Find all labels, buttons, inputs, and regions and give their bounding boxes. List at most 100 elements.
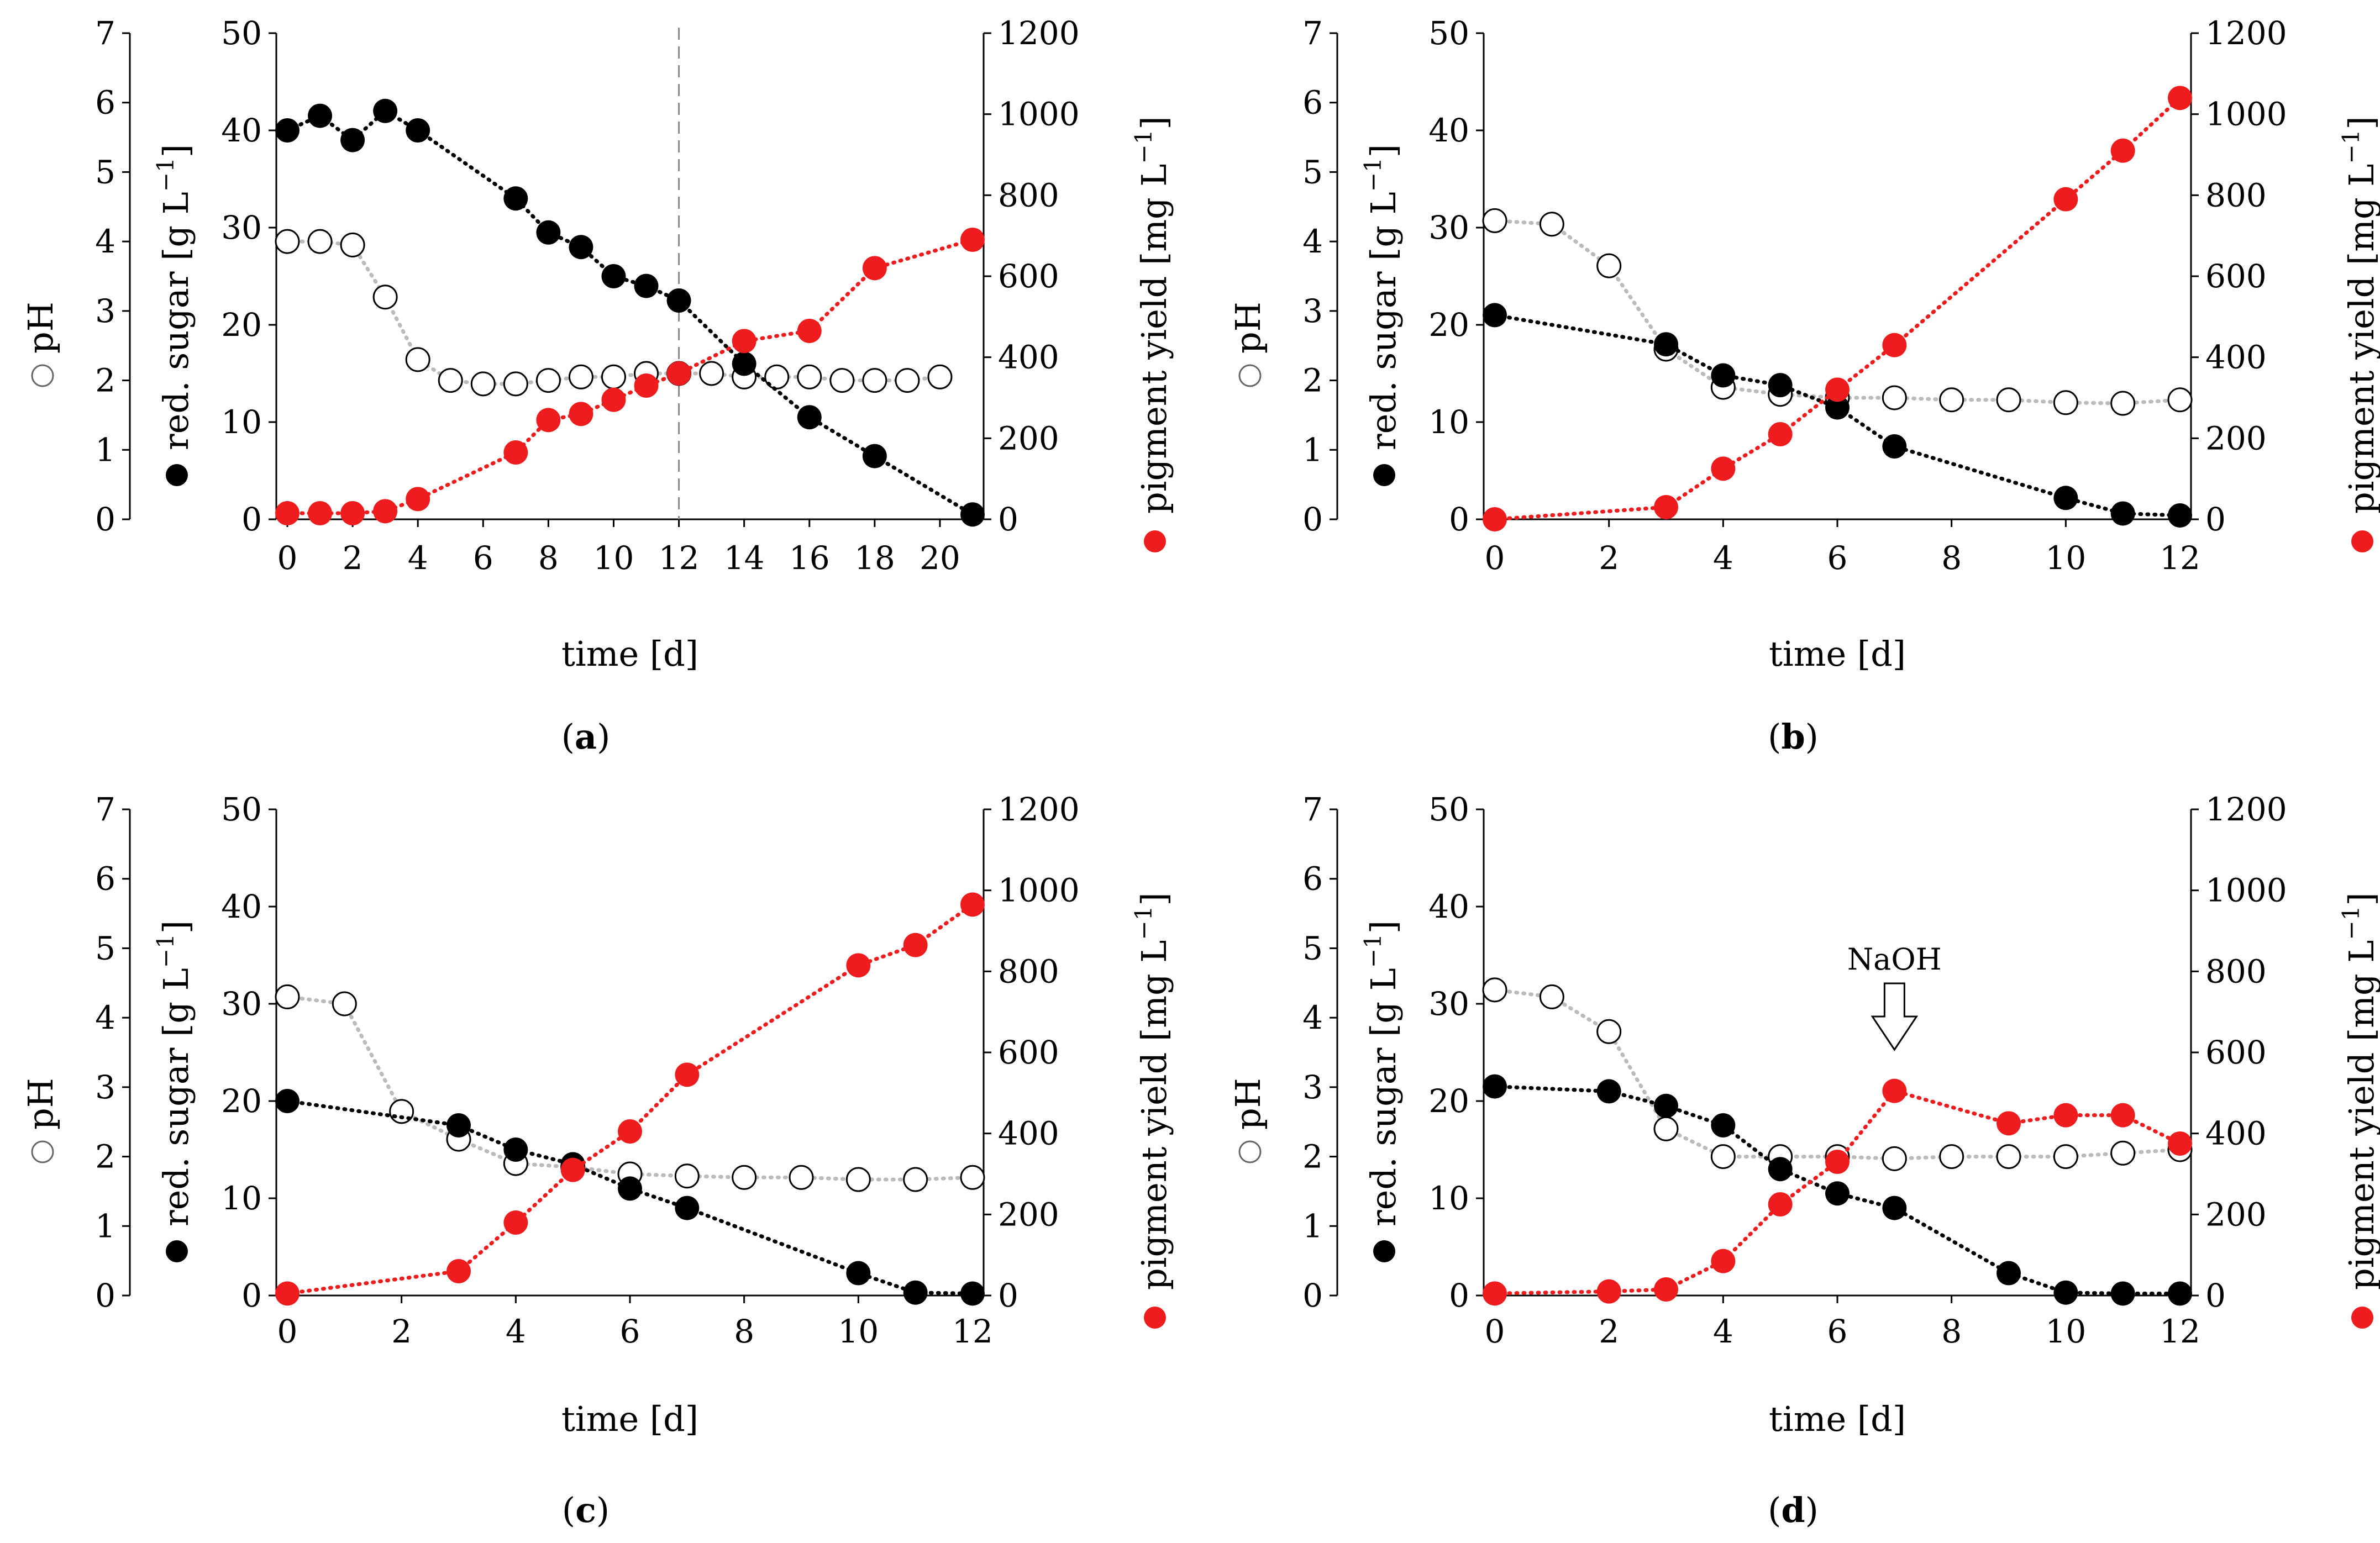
panel-caption-d: (d) bbox=[1768, 1490, 1819, 1530]
pigment-axis-label: pigment yield [mg L−1] bbox=[1130, 892, 1174, 1290]
x-tick-label: 10 bbox=[593, 539, 634, 577]
sugar-tick-label: 50 bbox=[1428, 791, 1469, 828]
ph-point bbox=[1482, 977, 1507, 1003]
x-tick-label: 2 bbox=[391, 1313, 412, 1350]
x-tick-label: 8 bbox=[1941, 1313, 1962, 1350]
sugar-point bbox=[732, 351, 756, 376]
naoh-annotation: NaOH bbox=[1847, 942, 1942, 977]
sugar-point bbox=[1711, 1113, 1736, 1137]
pigment-axis-title-c: pigment yield [mg L−1] bbox=[1130, 892, 1174, 1329]
naoh-arrow-icon bbox=[1871, 982, 1919, 1051]
sugar-point bbox=[1654, 332, 1678, 357]
sugar-tick-label: 40 bbox=[1428, 112, 1469, 149]
panel-b: 0 2 4 6 8 10 120123456701020304050020040060080… bbox=[1228, 14, 2380, 757]
sugar-point bbox=[634, 273, 659, 298]
ph-point bbox=[2053, 390, 2078, 415]
pigment-tick-label: 1200 bbox=[2205, 791, 2287, 828]
sugar-point bbox=[1768, 373, 1793, 398]
ph-tick-label: 7 bbox=[1302, 14, 1323, 52]
sugar-point bbox=[1596, 1079, 1621, 1104]
pigment-tick-label: 0 bbox=[998, 501, 1018, 538]
x-tick-label: 10 bbox=[2045, 1313, 2086, 1350]
ph-point bbox=[1710, 1144, 1736, 1170]
ph-tick-label: 5 bbox=[1302, 153, 1323, 191]
pigment-tick-label: 600 bbox=[2205, 257, 2267, 295]
x-axis-title-c: time [d] bbox=[561, 1399, 698, 1439]
ph-point bbox=[1596, 253, 1622, 278]
ph-point bbox=[1939, 387, 1964, 413]
sugar-point bbox=[846, 1261, 871, 1286]
sugar-tick-label: 40 bbox=[221, 888, 262, 925]
ph-point bbox=[1539, 212, 1564, 237]
sugar-point bbox=[1825, 395, 1850, 420]
pigment-axis-exponent: −1 bbox=[2337, 130, 2365, 164]
ph-point bbox=[1882, 385, 1907, 410]
sugar-tick-label: 10 bbox=[1428, 403, 1469, 441]
panel-c: 0 2 4 6 8 10 120123456701020304050020040060080… bbox=[20, 791, 1174, 1530]
pigment-point bbox=[373, 499, 398, 524]
ph-axis-label: pH bbox=[1228, 1078, 1268, 1130]
pigment-point bbox=[1711, 1249, 1736, 1273]
pigment-axis-title-a: pigment yield [mg L−1] bbox=[1130, 116, 1174, 552]
ph-tick-label: 0 bbox=[95, 501, 115, 538]
x-tick-label: 14 bbox=[724, 539, 765, 577]
sugar-point bbox=[675, 1196, 700, 1220]
x-tick-label: 8 bbox=[538, 539, 559, 577]
sugar-axis-title-b: red. sugar [g L−1] bbox=[1359, 144, 1404, 486]
pigment-tick-label: 800 bbox=[998, 176, 1059, 214]
sugar-point bbox=[308, 103, 333, 128]
x-tick-label: 12 bbox=[952, 1313, 993, 1350]
pigment-axis-bracket: ] bbox=[1134, 116, 1174, 129]
ph-point bbox=[903, 1167, 928, 1192]
ph-tick-label: 6 bbox=[1302, 860, 1323, 898]
pigment-axis-title-b: pigment yield [mg L−1] bbox=[2337, 116, 2380, 552]
sugar-point bbox=[275, 118, 300, 143]
pigment-point bbox=[1483, 507, 1507, 531]
ph-point bbox=[699, 361, 724, 386]
x-tick-label: 0 bbox=[1485, 1313, 1505, 1350]
sugar-legend-marker bbox=[166, 1240, 188, 1262]
sugar-tick-label: 50 bbox=[221, 791, 262, 828]
ph-axis-label: pH bbox=[20, 1078, 61, 1130]
ph-tick-label: 6 bbox=[1302, 84, 1323, 122]
pigment-tick-label: 1200 bbox=[998, 791, 1080, 828]
sugar-tick-label: 20 bbox=[221, 1082, 262, 1120]
ph-point bbox=[1882, 1146, 1907, 1171]
ph-point bbox=[732, 1165, 757, 1190]
sugar-axis-exponent: −1 bbox=[1359, 934, 1386, 968]
x-tick-label: 16 bbox=[789, 539, 830, 577]
pigment-tick-label: 400 bbox=[998, 339, 1059, 376]
x-tick-label: 0 bbox=[277, 539, 298, 577]
sugar-tick-label: 20 bbox=[221, 306, 262, 344]
sugar-tick-label: 10 bbox=[221, 1179, 262, 1217]
sugar-point bbox=[903, 1280, 928, 1305]
pigment-axis-bracket: ] bbox=[2341, 116, 2380, 129]
ph-tick-label: 1 bbox=[95, 431, 115, 468]
pigment-point bbox=[446, 1259, 471, 1283]
ph-tick-label: 7 bbox=[1302, 791, 1323, 828]
sugar-point bbox=[1997, 1261, 2021, 1286]
ph-axis-title-c: pH bbox=[20, 1078, 61, 1163]
x-axis-title-d: time [d] bbox=[1769, 1399, 1906, 1439]
pigment-axis-exponent: −1 bbox=[1130, 130, 1157, 164]
ph-point bbox=[275, 229, 300, 254]
sugar-axis-label-text: red. sugar [g L bbox=[1363, 968, 1404, 1226]
sugar-point bbox=[797, 405, 822, 430]
sugar-point bbox=[406, 118, 430, 143]
x-tick-label: 12 bbox=[2160, 539, 2200, 577]
sugar-point bbox=[373, 98, 398, 123]
ph-tick-label: 1 bbox=[95, 1207, 115, 1245]
x-tick-label: 2 bbox=[343, 539, 363, 577]
sugar-axis-label: red. sugar [g L−1] bbox=[152, 920, 196, 1226]
ph-tick-label: 0 bbox=[1302, 1277, 1323, 1314]
sugar-point bbox=[666, 288, 691, 313]
pigment-point bbox=[797, 319, 822, 343]
pigment-point bbox=[960, 228, 985, 252]
pigment-tick-label: 0 bbox=[2205, 501, 2226, 538]
pigment-point bbox=[1825, 377, 1850, 402]
x-tick-label: 6 bbox=[620, 1313, 640, 1350]
sugar-point bbox=[2168, 503, 2192, 528]
ph-point bbox=[1996, 1144, 2021, 1170]
pigment-tick-label: 600 bbox=[998, 1034, 1059, 1071]
